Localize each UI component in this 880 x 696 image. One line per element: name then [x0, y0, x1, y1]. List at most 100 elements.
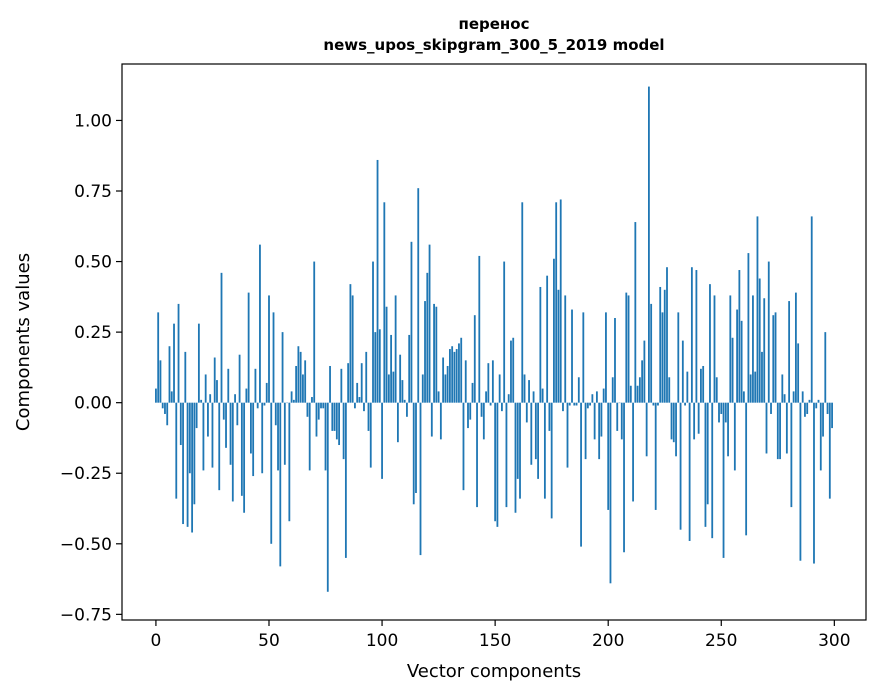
bar-111 — [406, 402, 408, 417]
bar-257 — [736, 309, 739, 403]
bar-106 — [394, 295, 397, 403]
bar-281 — [790, 402, 793, 508]
chart-title: перенос — [458, 15, 529, 33]
bar-266 — [756, 216, 759, 403]
bar-1 — [157, 312, 160, 403]
bar-91 — [360, 363, 363, 403]
bar-124 — [435, 306, 438, 403]
bar-191 — [586, 402, 589, 409]
bar-54 — [277, 402, 279, 471]
bar-292 — [815, 402, 818, 409]
bar-247 — [713, 295, 716, 403]
bar-168 — [534, 402, 537, 460]
bar-248 — [715, 377, 718, 403]
bar-118 — [421, 374, 424, 403]
bar-167 — [532, 391, 535, 403]
bar-66 — [304, 360, 307, 403]
bar-93 — [365, 351, 368, 403]
bar-141 — [473, 315, 476, 403]
bar-222 — [657, 402, 659, 406]
bar-245 — [709, 284, 711, 403]
bar-215 — [641, 360, 644, 403]
bar-92 — [363, 402, 365, 412]
bar-86 — [349, 284, 352, 403]
bar-293 — [817, 399, 820, 403]
bar-78 — [331, 402, 334, 431]
bar-180 — [562, 402, 564, 412]
bar-162 — [521, 202, 524, 403]
bar-60 — [290, 391, 293, 403]
bar-172 — [543, 402, 546, 499]
bar-116 — [417, 188, 420, 403]
bar-264 — [752, 295, 754, 403]
bar-240 — [697, 402, 700, 434]
y-axis: −0.75 −0.50 −0.25 0.00 0.25 0.50 0.75 1.00 — [60, 111, 122, 625]
bar-94 — [367, 402, 370, 431]
bar-115 — [415, 402, 417, 493]
bar-8 — [173, 323, 175, 403]
bar-20 — [200, 399, 203, 403]
bar-223 — [659, 286, 662, 403]
bar-160 — [516, 402, 519, 479]
bar-299 — [831, 402, 833, 429]
bar-204 — [616, 402, 619, 431]
bar-251 — [722, 402, 725, 558]
bar-35 — [234, 394, 236, 403]
bar-28 — [218, 402, 221, 491]
bar-225 — [663, 289, 666, 403]
chart-subtitle: news_upos_skipgram_300_5_2019 model — [323, 36, 664, 54]
x-tick-label-200: 200 — [592, 631, 624, 651]
bar-103 — [387, 374, 390, 403]
bar-12 — [182, 402, 184, 525]
bar-95 — [369, 402, 372, 468]
bar-236 — [688, 402, 691, 541]
bar-47 — [261, 402, 264, 474]
bar-82 — [340, 368, 343, 403]
bar-147 — [487, 363, 490, 403]
y-tick-label-5: 0.50 — [74, 253, 112, 273]
bar-83 — [342, 402, 345, 460]
bar-256 — [733, 402, 736, 471]
bar-145 — [482, 402, 485, 440]
bar-96 — [372, 261, 374, 403]
bar-146 — [485, 391, 487, 403]
bar-42 — [250, 402, 252, 454]
bar-140 — [471, 382, 474, 403]
bar-24 — [209, 394, 212, 403]
bar-88 — [354, 402, 356, 409]
bar-183 — [568, 402, 571, 406]
bar-121 — [428, 244, 431, 403]
bar-213 — [636, 385, 639, 403]
bar-166 — [530, 402, 533, 465]
bar-81 — [338, 402, 340, 446]
bar-27 — [216, 380, 218, 403]
bar-193 — [591, 394, 594, 403]
bar-15 — [188, 402, 191, 474]
bar-62 — [295, 365, 298, 403]
bar-187 — [577, 377, 580, 403]
bar-228 — [670, 402, 673, 440]
bar-239 — [695, 270, 698, 403]
bar-113 — [410, 241, 413, 403]
bar-156 — [507, 394, 510, 403]
bar-282 — [792, 391, 795, 403]
bar-270 — [765, 402, 768, 454]
bar-179 — [559, 199, 562, 403]
bar-77 — [329, 365, 331, 403]
bar-56 — [281, 332, 284, 403]
bar-55 — [279, 402, 282, 567]
bar-287 — [804, 402, 806, 417]
bar-26 — [213, 357, 216, 403]
bar-231 — [677, 312, 680, 403]
bar-177 — [555, 202, 558, 403]
bar-130 — [449, 349, 451, 403]
bar-70 — [313, 261, 316, 403]
bar-198 — [602, 388, 605, 403]
bar-5 — [166, 402, 169, 426]
bar-202 — [611, 377, 614, 403]
bar-277 — [781, 374, 784, 403]
bar-59 — [288, 402, 291, 522]
bar-4 — [164, 402, 166, 414]
bar-154 — [503, 261, 506, 403]
bar-226 — [666, 267, 668, 403]
